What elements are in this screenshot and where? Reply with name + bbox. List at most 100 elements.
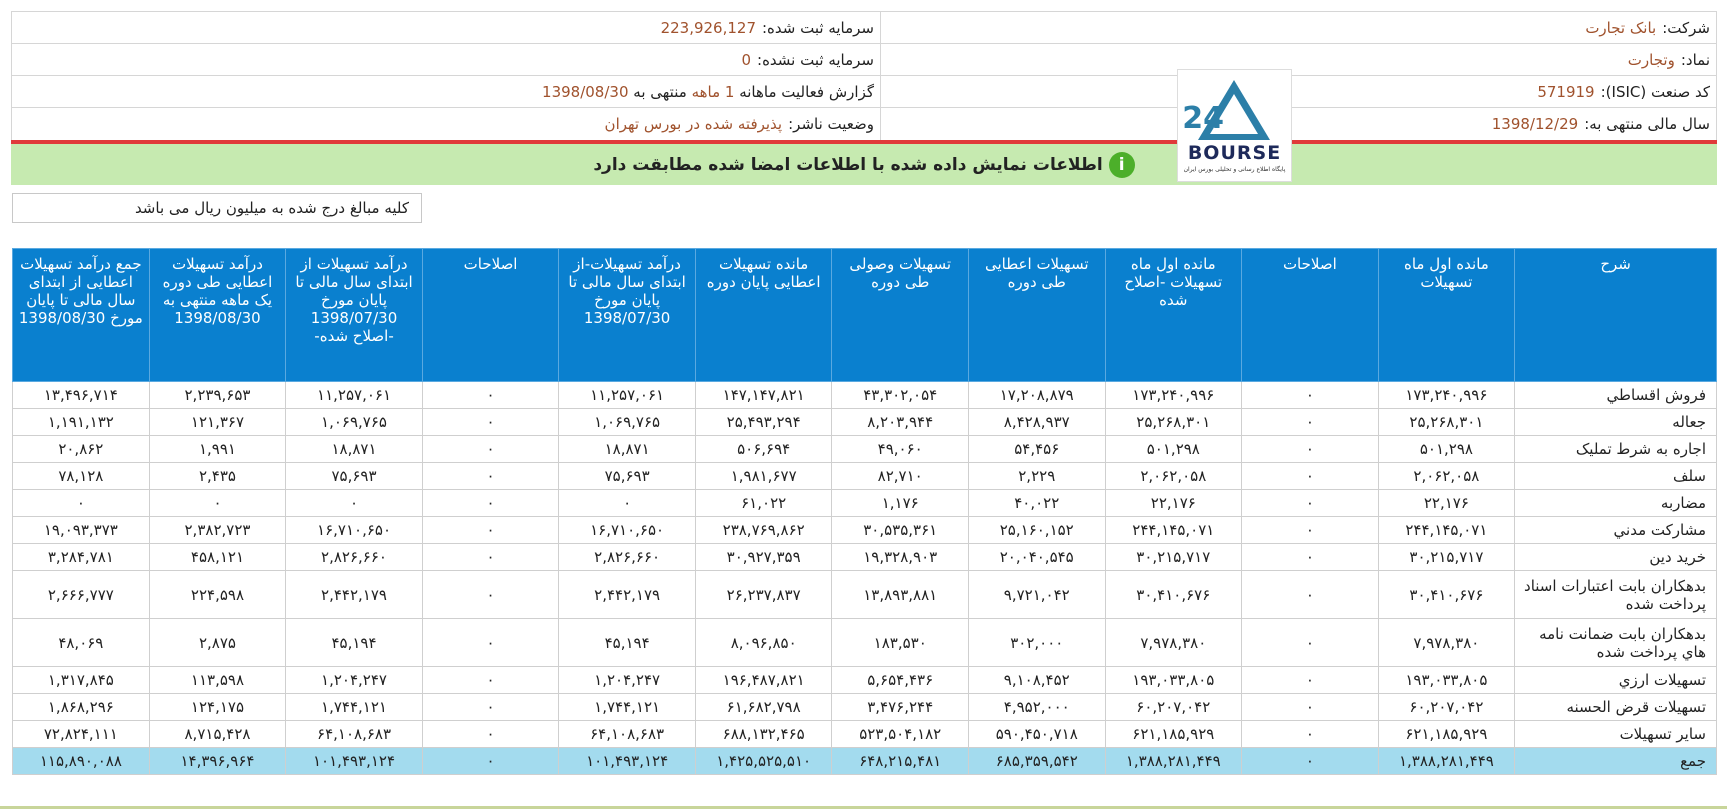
table-cell: ۸,۰۹۶,۸۵۰ — [694, 618, 833, 667]
table-cell: ۱۷۳,۲۴۰,۹۹۶ — [1104, 381, 1243, 409]
table-cell: ۱,۳۱۷,۸۴۵ — [12, 666, 150, 694]
table-cell: ۱۴,۳۹۶,۹۶۴ — [148, 747, 287, 775]
table-cell: ۶۴,۱۰۸,۶۸۳ — [285, 720, 423, 748]
table-cell: ۲,۰۶۲,۰۵۸ — [1377, 462, 1516, 490]
table-cell: ۹,۷۲۱,۰۴۲ — [967, 570, 1106, 619]
table-cell: ۴۵۸,۱۲۱ — [148, 543, 287, 571]
bourse-24-logo-icon: 24 — [1182, 80, 1270, 140]
table-cell: ۱,۹۹۱ — [148, 435, 287, 463]
table-cell: ۲۰,۸۶۲ — [12, 435, 150, 463]
capital-registered-row: سرمایه ثبت شده: 223,926,127 — [12, 12, 881, 44]
table-cell: ۱,۱۷۶ — [831, 489, 969, 517]
table-cell: ۲,۴۴۲,۱۷۹ — [285, 570, 423, 619]
column-header: جمع درآمد تسهیلات اعطایی از ابتدای سال م… — [12, 248, 150, 382]
symbol-value[interactable]: وتجارت — [1627, 50, 1675, 69]
row-description: تسهيلات ارزي — [1514, 666, 1717, 694]
table-row: ساير تسهيلات ۶۲۱,۱۸۵,۹۲۹ ۰ ۶۲۱,۱۸۵,۹۲۹ ۵۹۰,۴… — [12, 720, 1717, 748]
report-prefix: گزارش فعالیت ماهانه — [739, 82, 874, 101]
table-cell: ۲,۲۲۹ — [967, 462, 1106, 490]
table-cell: ۷,۹۷۸,۳۸۰ — [1104, 618, 1243, 667]
table-cell: ۱,۲۰۴,۲۴۷ — [558, 666, 696, 694]
capital-registered-label: سرمایه ثبت شده: — [762, 18, 874, 37]
status-value: پذیرفته شده در بورس تهران — [604, 115, 783, 133]
row-description: مضاربه — [1514, 489, 1717, 517]
table-cell: ۰ — [1241, 435, 1379, 463]
column-header: درآمد تسهیلات اعطایی طی دوره یک ماهه منت… — [148, 248, 287, 382]
column-header: اصلاحات — [421, 248, 560, 382]
company-value[interactable]: بانک تجارت — [1585, 18, 1657, 37]
table-cell: ۱۳,۴۹۶,۷۱۴ — [12, 381, 150, 409]
table-cell: ۰ — [1241, 570, 1379, 619]
table-cell: ۲۲۴,۵۹۸ — [148, 570, 287, 619]
table-cell: ۳۰,۴۱۰,۶۷۶ — [1377, 570, 1516, 619]
table-cell: ۵۰۶,۶۹۴ — [694, 435, 833, 463]
verification-banner: i اطلاعات نمایش داده شده با اطلاعات امضا… — [11, 144, 1717, 185]
table-cell: ۰ — [1241, 381, 1379, 409]
table-cell: ۰ — [1241, 666, 1379, 694]
table-cell: ۲۲,۱۷۶ — [1377, 489, 1516, 517]
table-cell: ۱۳,۸۹۳,۸۸۱ — [831, 570, 969, 619]
table-cell: ۳۰۲,۰۰۰ — [967, 618, 1106, 667]
table-cell: ۰ — [421, 720, 560, 748]
table-cell: ۱۲۱,۳۶۷ — [148, 408, 287, 436]
table-cell: ۱۰۱,۴۹۳,۱۲۴ — [285, 747, 423, 775]
total-row: جمع ۱,۳۸۸,۲۸۱,۴۴۹ ۰ ۱,۳۸۸,۲۸۱,۴۴۹ ۶۸۵,۳۵۹,۵۴… — [12, 747, 1717, 775]
alert-divider — [11, 140, 1717, 144]
table-cell: ۱۱,۲۵۷,۰۶۱ — [285, 381, 423, 409]
table-cell: ۱,۰۶۹,۷۶۵ — [558, 408, 696, 436]
table-cell: ۱۹,۳۲۸,۹۰۳ — [831, 543, 969, 571]
table-cell: ۱۸,۸۷۱ — [285, 435, 423, 463]
column-header: درآمد تسهیلات از ابتدای سال مالی تا پایا… — [285, 248, 423, 382]
logo-text: BOURSE — [1187, 142, 1282, 164]
table-cell: ۱,۸۶۸,۲۹۶ — [12, 693, 150, 721]
table-cell: ۱۸۳,۵۳۰ — [831, 618, 969, 667]
table-cell: ۲۴۴,۱۴۵,۰۷۱ — [1104, 516, 1243, 544]
row-description: بدهکاران بابت اعتبارات اسناد پرداخت شده — [1514, 570, 1717, 619]
table-cell: ۱۷,۲۰۸,۸۷۹ — [967, 381, 1106, 409]
table-cell: ۰ — [421, 435, 560, 463]
table-row: فروش اقساطي ۱۷۳,۲۴۰,۹۹۶ ۰ ۱۷۳,۲۴۰,۹۹۶ ۱۷,۲۰۸… — [12, 381, 1717, 409]
table-cell: ۱۹,۰۹۳,۳۷۳ — [12, 516, 150, 544]
table-cell: ۲,۲۳۹,۶۵۳ — [148, 381, 287, 409]
table-cell: ۵۴,۴۵۶ — [967, 435, 1106, 463]
info-icon: i — [1108, 151, 1135, 178]
table-row: بدهکاران بابت ضمانت نامه هاي پرداخت شده ۷… — [12, 618, 1717, 667]
table-cell: ۱۶,۷۱۰,۶۵۰ — [558, 516, 696, 544]
table-cell: ۰ — [1241, 489, 1379, 517]
table-cell: ۶۱,۰۲۲ — [694, 489, 833, 517]
table-row: بدهکاران بابت اعتبارات اسناد پرداخت شده ۳… — [12, 570, 1717, 619]
symbol-label: نماد: — [1680, 50, 1710, 69]
table-cell: ۰ — [421, 543, 560, 571]
table-cell: ۷,۹۷۸,۳۸۰ — [1377, 618, 1516, 667]
svg-text:24: 24 — [1182, 101, 1224, 136]
table-cell: ۱۴۷,۱۴۷,۸۲۱ — [694, 381, 833, 409]
report-row: گزارش فعالیت ماهانه 1 ماهه منتهی به 1398… — [12, 76, 881, 108]
row-description: جمع — [1514, 747, 1717, 775]
table-cell: ۲۵,۲۶۸,۳۰۱ — [1104, 408, 1243, 436]
table-cell: ۰ — [421, 462, 560, 490]
table-cell: ۱,۹۸۱,۶۷۷ — [694, 462, 833, 490]
table-cell: ۱۱,۲۵۷,۰۶۱ — [558, 381, 696, 409]
table-cell: ۲,۶۶۶,۷۷۷ — [12, 570, 150, 619]
table-cell: ۰ — [421, 618, 560, 667]
row-description: ساير تسهيلات — [1514, 720, 1717, 748]
table-cell: ۱,۲۰۴,۲۴۷ — [285, 666, 423, 694]
table-cell: ۰ — [1241, 693, 1379, 721]
table-cell: ۶۱,۶۸۲,۷۹۸ — [694, 693, 833, 721]
table-cell: ۶۰,۲۰۷,۰۴۲ — [1377, 693, 1516, 721]
table-cell: ۳,۲۸۴,۷۸۱ — [12, 543, 150, 571]
table-cell: ۰ — [148, 489, 287, 517]
row-description: اجاره به شرط تمليک — [1514, 435, 1717, 463]
table-cell: ۲,۸۷۵ — [148, 618, 287, 667]
isic-row: کد صنعت (ISIC): 571919 — [881, 76, 1716, 108]
row-description: خريد دين — [1514, 543, 1717, 571]
table-cell: ۰ — [421, 747, 560, 775]
table-cell: ۲,۸۲۶,۶۶۰ — [558, 543, 696, 571]
column-header: تسهیلات اعطایی طی دوره — [967, 248, 1106, 382]
capital-registered-value: 223,926,127 — [660, 18, 756, 37]
table-cell: ۴۵,۱۹۴ — [558, 618, 696, 667]
row-description: تسهيلات قرض الحسنه — [1514, 693, 1717, 721]
table-cell: ۱۹۳,۰۳۳,۸۰۵ — [1377, 666, 1516, 694]
table-cell: ۲۰,۰۴۰,۵۴۵ — [967, 543, 1106, 571]
company-row: شرکت: بانک تجارت — [881, 12, 1716, 44]
